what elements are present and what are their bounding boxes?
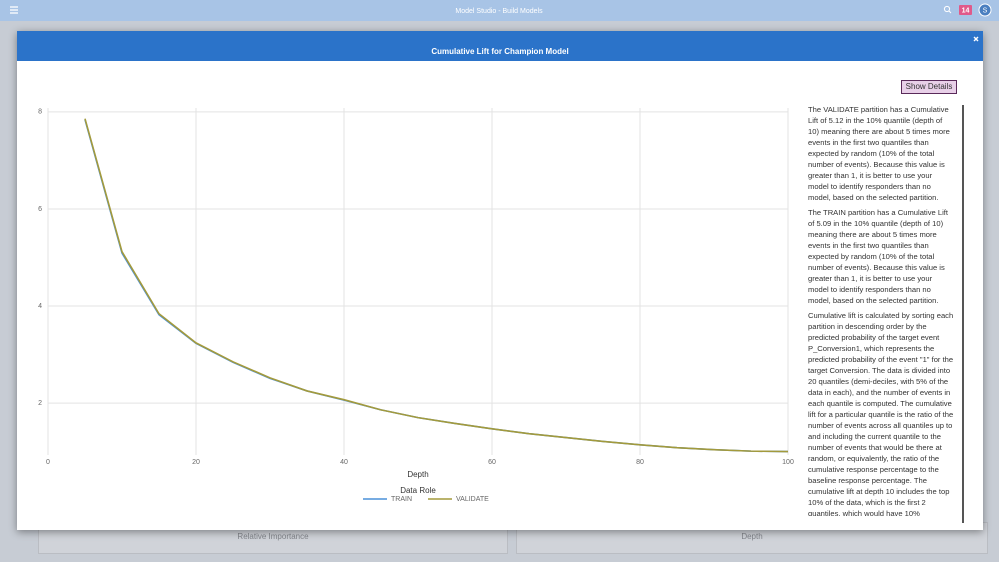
paragraph: The VALIDATE partition has a Cumulative … — [808, 105, 950, 202]
show-details-button[interactable]: Show Details — [901, 80, 957, 94]
series-line — [84, 119, 789, 453]
y-tick-label: 2 — [38, 400, 42, 407]
legend-label: TRAIN — [391, 496, 412, 503]
paragraph: Cumulative lift is calculated by sorting… — [808, 311, 954, 516]
panel-label: Depth — [741, 532, 763, 541]
close-button[interactable] — [971, 34, 981, 44]
x-tick-label: 80 — [636, 459, 644, 466]
x-tick-label: 60 — [488, 459, 496, 466]
modal-header: Cumulative Lift for Champion Model — [17, 31, 983, 61]
top-bar-icons: Model Studio - Build Models 14 S — [10, 3, 992, 17]
user-avatar[interactable]: S — [983, 7, 988, 14]
top-bar: Model Studio - Build Models 14 S — [0, 0, 999, 21]
series-line — [84, 118, 789, 453]
notification-badge[interactable]: 14 — [962, 7, 970, 14]
legend-title: Data Role — [400, 486, 436, 495]
scrollbar[interactable] — [962, 105, 964, 523]
paragraph: The TRAIN partition has a Cumulative Lif… — [808, 208, 948, 305]
x-tick-label: 0 — [46, 459, 50, 466]
x-tick-label: 20 — [192, 459, 200, 466]
modal: Cumulative Lift for Champion Model Show … — [17, 31, 983, 530]
legend-label: VALIDATE — [456, 496, 489, 503]
panel-label: Relative Importance — [237, 532, 309, 541]
details-text: The VALIDATE partition has a Cumulative … — [808, 104, 954, 516]
y-tick-label: 8 — [38, 109, 42, 116]
modal-title: Cumulative Lift for Champion Model — [431, 47, 569, 56]
app-title: Model Studio - Build Models — [455, 8, 543, 15]
y-tick-label: 6 — [38, 206, 42, 213]
x-tick-label: 100 — [782, 459, 794, 466]
x-tick-label: 40 — [340, 459, 348, 466]
y-tick-label: 4 — [38, 303, 42, 310]
x-axis-label: Depth — [407, 470, 428, 479]
